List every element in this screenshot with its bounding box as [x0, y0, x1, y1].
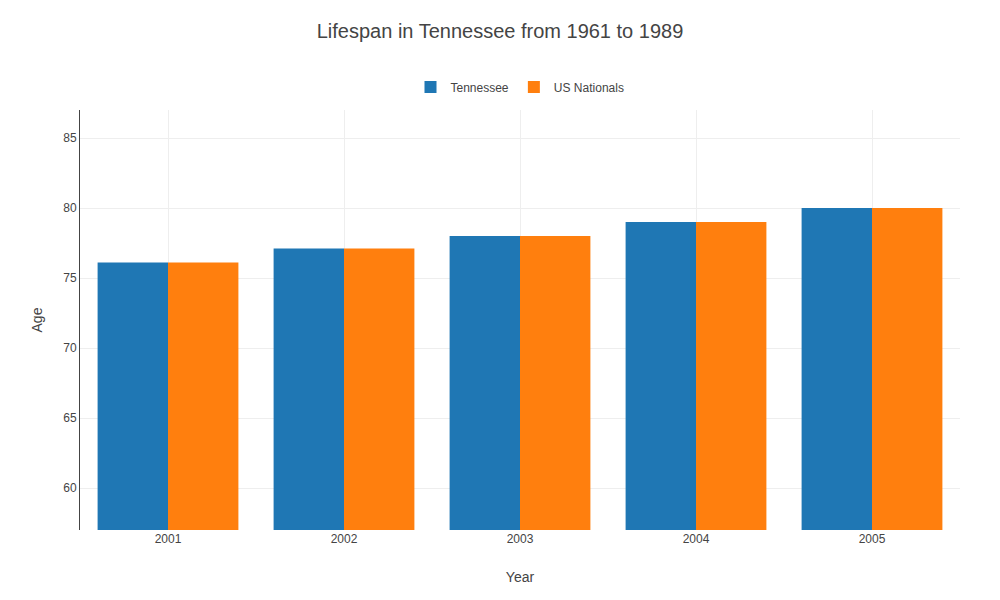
- svg-text:70: 70: [63, 341, 77, 355]
- svg-text:2004: 2004: [683, 532, 710, 546]
- svg-text:85: 85: [63, 131, 77, 145]
- svg-text:Age: Age: [29, 307, 45, 332]
- svg-text:75: 75: [63, 271, 77, 285]
- svg-text:Year: Year: [506, 569, 535, 585]
- svg-text:Lifespan in Tennessee from 196: Lifespan in Tennessee from 1961 to 1989: [317, 20, 684, 42]
- svg-text:2003: 2003: [507, 532, 534, 546]
- svg-text:US Nationals: US Nationals: [554, 81, 624, 95]
- svg-text:65: 65: [63, 411, 77, 425]
- svg-text:Tennessee: Tennessee: [451, 81, 509, 95]
- svg-text:60: 60: [63, 481, 77, 495]
- svg-text:80: 80: [63, 201, 77, 215]
- svg-text:2005: 2005: [859, 532, 886, 546]
- svg-text:2001: 2001: [155, 532, 182, 546]
- svg-text:2002: 2002: [331, 532, 358, 546]
